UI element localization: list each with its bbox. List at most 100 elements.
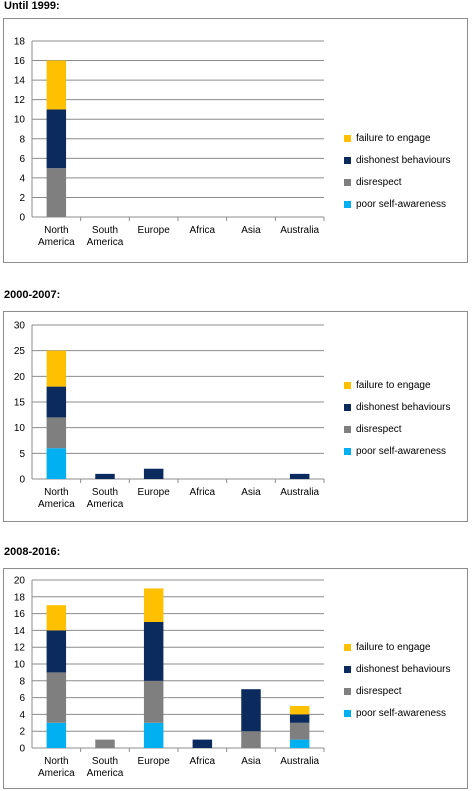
bar-segment-dishonest <box>95 473 115 479</box>
bar-segment-dishonest <box>46 386 67 418</box>
x-tick-label: Africa <box>190 225 216 236</box>
y-tick-label: 20 <box>14 576 26 587</box>
legend-disrespect-swatch <box>344 178 351 186</box>
y-tick-label: 2 <box>19 727 25 738</box>
legend-poor-swatch <box>344 709 351 717</box>
y-tick-label: 0 <box>19 744 25 755</box>
bar-segment-dishonest <box>143 622 164 681</box>
x-tick-label: North America <box>38 225 75 248</box>
bar-segment-dishonest <box>143 468 164 479</box>
legend-failure-label: failure to engage <box>356 641 431 653</box>
y-tick-label: 6 <box>19 154 25 165</box>
legend-failure-swatch <box>344 134 351 142</box>
bar-segment-dishonest <box>289 473 310 479</box>
chart-1-legend: failure to engage dishonest behaviours d… <box>344 130 451 218</box>
bar-segment-poor <box>46 722 67 748</box>
y-tick-label: 12 <box>14 95 26 106</box>
y-tick-label: 14 <box>14 626 26 637</box>
legend-failure-swatch <box>344 643 351 651</box>
bar-segment-dishonest <box>241 689 261 732</box>
bar-segment-dishonest <box>46 630 67 673</box>
bar-segment-failure <box>143 588 164 622</box>
legend-poor-swatch <box>344 200 351 208</box>
legend-failure: failure to engage <box>344 639 451 655</box>
x-tick-label: South America <box>87 487 124 510</box>
legend-dishonest-label: dishonest behaviours <box>356 154 451 166</box>
y-tick-label: 8 <box>19 676 25 687</box>
legend-disrespect-label: disrespect <box>356 423 402 435</box>
chart-3-legend: failure to engage dishonest behaviours d… <box>344 639 451 727</box>
y-tick-label: 10 <box>14 423 26 434</box>
x-tick-label: Australia <box>280 487 319 498</box>
legend-disrespect-swatch <box>344 687 351 695</box>
bar-segment-disrespect <box>95 739 115 748</box>
legend-failure-swatch <box>344 381 351 389</box>
bar-segment-disrespect <box>143 680 164 723</box>
legend-disrespect-label: disrespect <box>356 685 402 697</box>
y-tick-label: 10 <box>14 115 26 126</box>
y-tick-label: 16 <box>14 609 26 620</box>
y-tick-label: 12 <box>14 643 26 654</box>
bar-segment-failure <box>46 60 67 110</box>
legend-disrespect-label: disrespect <box>356 176 402 188</box>
legend-dishonest-swatch <box>344 403 351 411</box>
chart-3-panel: 0 2 4 6 8 10 12 14 16 18 20 North America South Americ… <box>3 568 468 789</box>
legend-failure-label: failure to engage <box>356 379 431 391</box>
bar-segment-dishonest <box>46 109 67 169</box>
legend-disrespect: disrespect <box>344 683 451 699</box>
y-tick-label: 8 <box>19 134 25 145</box>
bar-segment-poor <box>289 739 310 748</box>
y-tick-label: 5 <box>19 449 25 460</box>
y-tick-label: 18 <box>14 592 26 603</box>
legend-dishonest: dishonest behaviours <box>344 661 451 677</box>
x-tick-label: Europe <box>138 756 171 767</box>
legend-disrespect-swatch <box>344 425 351 433</box>
bar-segment-poor <box>46 448 67 479</box>
chart-1-title: Until 1999: <box>4 0 60 12</box>
y-tick-label: 0 <box>19 213 25 224</box>
chart-2-legend: failure to engage dishonest behaviours d… <box>344 377 451 465</box>
legend-poor: poor self-awareness <box>344 443 451 459</box>
legend-poor-label: poor self-awareness <box>356 445 447 457</box>
bar-segment-poor <box>143 722 164 748</box>
x-tick-label: Africa <box>190 487 216 498</box>
x-tick-label: Europe <box>138 487 171 498</box>
x-tick-label: Asia <box>241 225 261 236</box>
legend-dishonest: dishonest behaviours <box>344 152 451 168</box>
y-tick-label: 4 <box>19 173 25 184</box>
legend-poor-label: poor self-awareness <box>356 198 447 210</box>
chart-2-plot: 0 5 10 15 20 25 30 North America South America Euro… <box>14 321 325 510</box>
x-tick-label: Australia <box>280 225 319 236</box>
bar-segment-failure <box>46 350 67 387</box>
legend-dishonest-swatch <box>344 156 351 164</box>
y-tick-label: 14 <box>14 76 26 87</box>
bar-segment-disrespect <box>46 417 67 449</box>
y-tick-label: 6 <box>19 693 25 704</box>
bar-segment-disrespect <box>46 672 67 723</box>
legend-dishonest-label: dishonest behaviours <box>356 401 451 413</box>
legend-dishonest-swatch <box>344 665 351 673</box>
bar-segment-failure <box>289 706 310 715</box>
x-tick-label: South America <box>87 225 124 248</box>
legend-failure: failure to engage <box>344 130 451 146</box>
legend-poor: poor self-awareness <box>344 196 451 212</box>
legend-dishonest: dishonest behaviours <box>344 399 451 415</box>
y-tick-label: 30 <box>14 321 26 332</box>
legend-disrespect: disrespect <box>344 174 451 190</box>
y-tick-label: 18 <box>14 37 26 48</box>
x-tick-label: North America <box>38 487 75 510</box>
chart-2-panel: 0 5 10 15 20 25 30 North America South America Euro… <box>3 311 468 522</box>
y-tick-label: 10 <box>14 660 26 671</box>
y-tick-label: 25 <box>14 346 26 357</box>
chart-1-panel: 0 2 4 6 8 10 12 14 16 18 North America South America E… <box>3 18 468 263</box>
bar-segment-failure <box>46 605 67 631</box>
chart-3-plot: 0 2 4 6 8 10 12 14 16 18 20 North America South Americ… <box>14 576 325 779</box>
y-tick-label: 4 <box>19 710 25 721</box>
legend-failure-label: failure to engage <box>356 132 431 144</box>
chart-1-plot: 0 2 4 6 8 10 12 14 16 18 North America South America E… <box>14 37 325 248</box>
y-tick-label: 20 <box>14 372 26 383</box>
y-tick-label: 0 <box>19 475 25 486</box>
bar-segment-disrespect <box>46 168 67 217</box>
x-tick-label: Asia <box>241 756 261 767</box>
bar-segment-disrespect <box>241 731 261 748</box>
